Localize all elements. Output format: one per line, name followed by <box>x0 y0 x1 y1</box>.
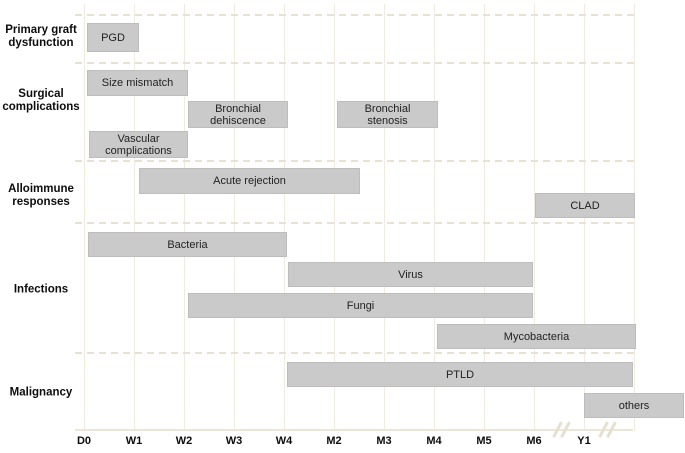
x-tick-label-w3: W3 <box>225 435 243 447</box>
bar-bronchial-dehiscence: Bronchial dehiscence <box>188 101 288 128</box>
x-tick-label-w4: W4 <box>275 435 293 447</box>
row-separator-dashed-line <box>75 222 635 224</box>
x-tick-label-m2: M2 <box>326 435 342 447</box>
bar-bronchial-stenosis: Bronchial stenosis <box>337 101 438 128</box>
axis-break-mark <box>598 421 620 439</box>
gridline <box>133 4 135 431</box>
bar-pgd: PGD <box>87 23 139 52</box>
x-tick-label-w2: W2 <box>175 435 193 447</box>
category-label-surgical: Surgical complications <box>2 88 80 113</box>
category-label-malignancy: Malignancy <box>9 386 73 399</box>
category-label-alloimmune: Alloimmune responses <box>8 183 74 208</box>
gridline <box>333 4 335 431</box>
x-tick-label-w1: W1 <box>125 435 143 447</box>
gridline <box>83 4 85 431</box>
category-label-infections: Infections <box>13 283 69 296</box>
row-separator-dashed-line <box>75 14 635 16</box>
x-tick-label-m5: M5 <box>476 435 492 447</box>
category-label-primary-graft: Primary graft dysfunction <box>5 24 77 49</box>
x-tick-label-y1: Y1 <box>577 435 591 447</box>
gridline <box>283 4 285 431</box>
gridline <box>383 4 385 431</box>
x-axis-line <box>75 429 633 431</box>
gridline <box>183 4 185 431</box>
bar-ptld: PTLD <box>287 362 633 387</box>
bar-mycobacteria: Mycobacteria <box>437 324 636 349</box>
x-tick-label-d0: D0 <box>76 435 92 447</box>
axis-break-mark <box>552 421 574 439</box>
gridline <box>533 4 535 431</box>
x-tick-label-m4: M4 <box>426 435 442 447</box>
x-tick-label-m3: M3 <box>376 435 392 447</box>
bar-fungi: Fungi <box>188 293 533 318</box>
gridline <box>433 4 435 431</box>
gridline <box>233 4 235 431</box>
bar-vascular-complications: Vascular complications <box>89 131 188 158</box>
bar-clad: CLAD <box>535 193 635 218</box>
row-separator-dashed-line <box>75 352 635 354</box>
x-tick-label-m6: M6 <box>526 435 542 447</box>
row-separator-dashed-line <box>75 62 635 64</box>
bar-acute-rejection: Acute rejection <box>139 168 360 194</box>
bar-virus: Virus <box>288 262 533 287</box>
gridline <box>483 4 485 431</box>
bar-bacteria: Bacteria <box>88 232 287 257</box>
bar-others: others <box>584 393 684 418</box>
row-separator-dashed-line <box>75 160 635 162</box>
bar-size-mismatch: Size mismatch <box>87 70 188 96</box>
